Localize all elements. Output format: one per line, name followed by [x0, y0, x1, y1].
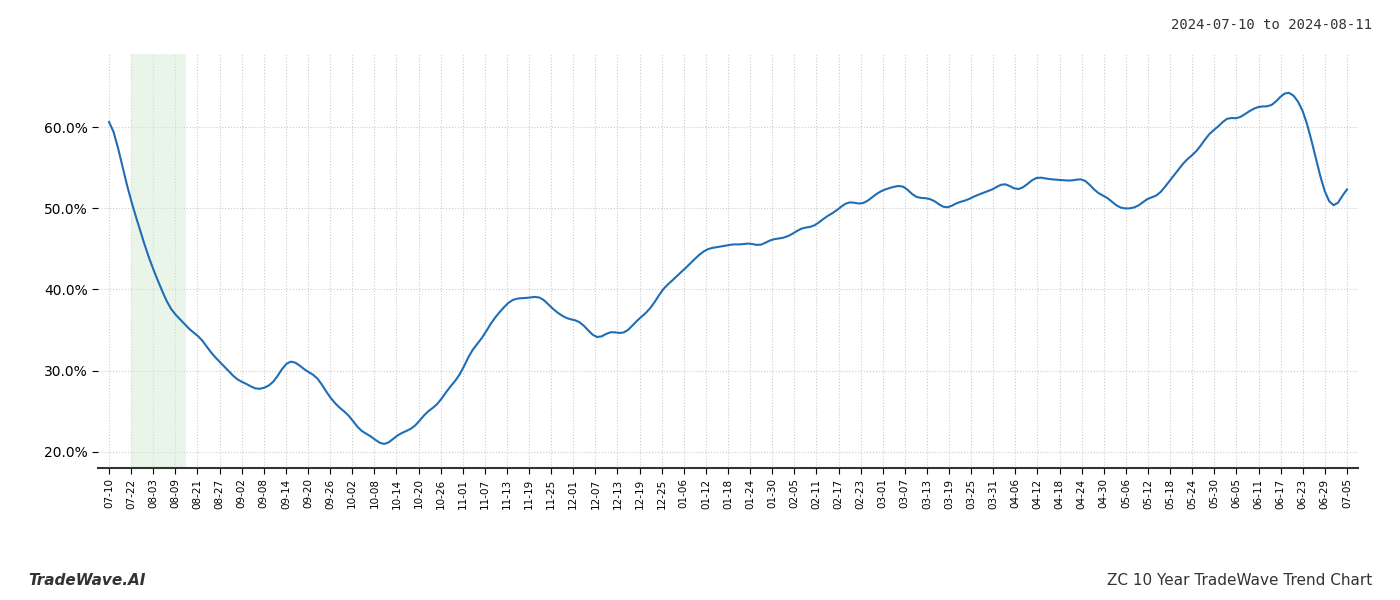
Bar [132, 54, 186, 468]
Text: ZC 10 Year TradeWave Trend Chart: ZC 10 Year TradeWave Trend Chart [1107, 573, 1372, 588]
Text: TradeWave.AI: TradeWave.AI [28, 573, 146, 588]
Text: 2024-07-10 to 2024-08-11: 2024-07-10 to 2024-08-11 [1170, 18, 1372, 32]
